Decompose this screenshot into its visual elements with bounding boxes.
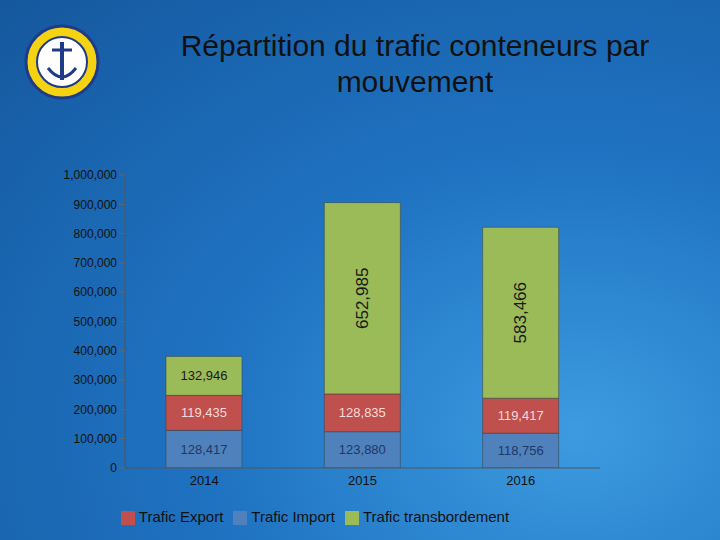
svg-text:0: 0 (110, 461, 117, 475)
svg-text:132,946: 132,946 (181, 368, 228, 383)
svg-text:2016: 2016 (506, 473, 535, 488)
svg-text:700,000: 700,000 (74, 256, 118, 270)
svg-text:2015: 2015 (348, 473, 377, 488)
html-text:Répartition du trafic conteneu: Répartition du trafic conteneurs par mou… (180, 29, 650, 98)
html-text:Trafic Export: Trafic Export (138, 508, 224, 525)
html-text:Trafic Import: Trafic Import (251, 508, 335, 525)
svg-text:600,000: 600,000 (74, 285, 118, 299)
svg-text:400,000: 400,000 (74, 344, 118, 358)
svg-text:652,985: 652,985 (353, 268, 372, 329)
html-text:Trafic transbordement: Trafic transbordement (363, 508, 510, 525)
svg-text:200,000: 200,000 (74, 403, 118, 417)
svg-text:1,000,000: 1,000,000 (64, 168, 118, 182)
svg-text:900,000: 900,000 (74, 198, 118, 212)
svg-text:119,417: 119,417 (498, 408, 544, 423)
svg-text:123,880: 123,880 (339, 442, 386, 457)
svg-text:118,756: 118,756 (498, 443, 544, 458)
svg-text:583,466: 583,466 (511, 282, 530, 343)
svg-text:500,000: 500,000 (74, 315, 118, 329)
svg-text:300,000: 300,000 (74, 373, 118, 387)
svg-text:119,435: 119,435 (181, 405, 227, 420)
svg-text:128,417: 128,417 (181, 442, 228, 457)
svg-text:2014: 2014 (190, 473, 219, 488)
svg-text:100,000: 100,000 (74, 432, 118, 446)
svg-text:800,000: 800,000 (74, 227, 118, 241)
svg-text:128,835: 128,835 (339, 405, 386, 420)
